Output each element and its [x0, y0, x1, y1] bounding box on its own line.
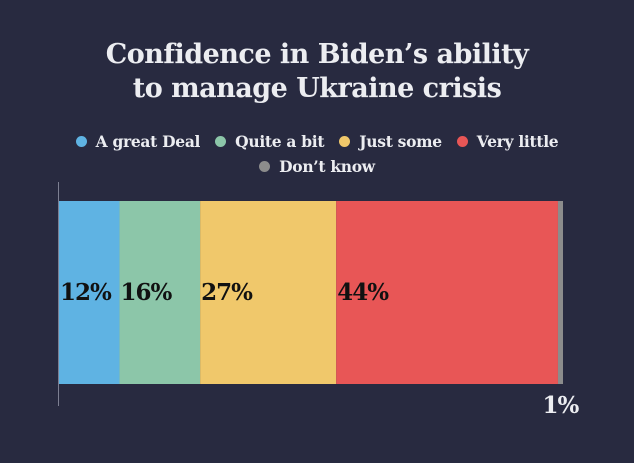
data-label-quite-a-bit: 16% [120, 279, 172, 306]
data-label-very-little: 44% [337, 279, 389, 306]
data-label-just-some: 27% [201, 279, 253, 306]
legend-label-just-some: Just some [359, 132, 442, 151]
chart-title-line-1: Confidence in Biden’s ability [105, 39, 529, 70]
legend-label-dont-know: Don’t know [279, 157, 375, 176]
data-label-dont-know: 1% [543, 392, 580, 419]
bar-segment-dont-know [557, 201, 563, 384]
bar-segment-great-deal [59, 201, 120, 384]
bar-segment-quite-a-bit [119, 201, 201, 384]
legend-row-2: Don’t know [0, 157, 634, 176]
legend-item-great-deal: A great Deal [75, 132, 201, 151]
legend-swatch-just-some [339, 136, 351, 147]
data-label-great-deal: 12% [60, 279, 112, 306]
legend-swatch-great-deal [75, 136, 87, 147]
legend-swatch-very-little [456, 136, 468, 147]
chart-title-line-2: to manage Ukraine crisis [132, 73, 502, 104]
legend-label-quite-a-bit: Quite a bit [235, 132, 325, 151]
legend-label-very-little: Very little [476, 132, 559, 151]
legend-item-quite-a-bit: Quite a bit [215, 132, 325, 151]
legend-item-very-little: Very little [456, 132, 559, 151]
y-axis-line [58, 182, 59, 406]
bar-segment-very-little [336, 201, 558, 384]
legend-row-1: A great Deal Quite a bit Just some Very … [0, 132, 634, 151]
legend-item-just-some: Just some [339, 132, 442, 151]
bar-segment-just-some [200, 201, 337, 384]
legend-swatch-dont-know [259, 161, 271, 172]
legend-item-dont-know: Don’t know [259, 157, 375, 176]
legend-label-great-deal: A great Deal [95, 132, 201, 151]
legend-swatch-quite-a-bit [215, 136, 227, 147]
